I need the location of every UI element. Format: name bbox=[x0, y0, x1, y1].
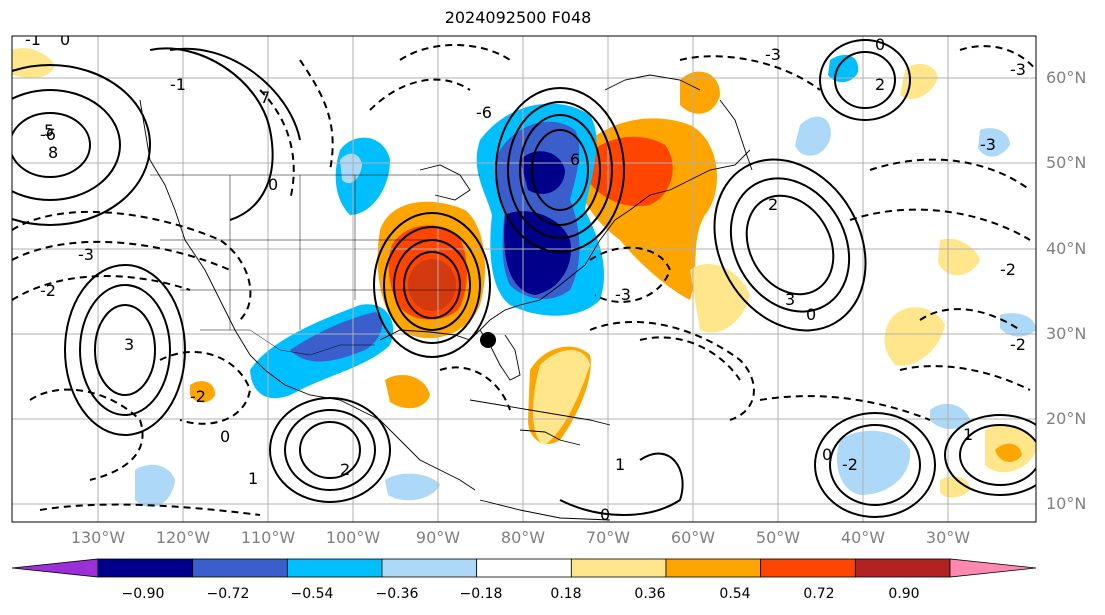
contour-label: 3 bbox=[124, 335, 134, 354]
contour-label: 6 bbox=[570, 150, 580, 169]
colorbar-tick-label: 0.36 bbox=[634, 586, 666, 602]
contour-label: -2 bbox=[40, 281, 56, 300]
colorbar-extend-max bbox=[949, 558, 1037, 578]
contour-label: 0 bbox=[60, 30, 70, 49]
negative-contours bbox=[12, 44, 1036, 516]
lon-label: 50°W bbox=[755, 528, 801, 547]
lat-label: 40°N bbox=[1046, 239, 1087, 258]
colorbar-tick-label: −0.90 bbox=[121, 586, 165, 602]
coastlines bbox=[139, 74, 753, 521]
colorbar-tick-label: 0.18 bbox=[550, 586, 582, 602]
colorbar-cell bbox=[192, 558, 288, 578]
contour-label: -3 bbox=[1010, 60, 1026, 79]
colorbar-tick-label: −0.54 bbox=[290, 586, 334, 602]
contour-label: 1 bbox=[963, 425, 973, 444]
colorbar-extend-min bbox=[11, 558, 99, 578]
contour-label: 0 bbox=[220, 427, 230, 446]
map-plot-area: 5 8 -6 -1 0 -1 7 0 -3 -2 3 -2 0 1 2 -6 6… bbox=[12, 30, 1036, 524]
lon-label: 30°W bbox=[925, 528, 971, 547]
lon-label: 110°W bbox=[240, 528, 296, 547]
lon-label: 90°W bbox=[415, 528, 461, 547]
contour-label: -3 bbox=[980, 135, 996, 154]
colorbar-tick-label: −0.72 bbox=[206, 586, 250, 602]
colorbar-tick-label: 0.54 bbox=[719, 586, 751, 602]
contour-label: 0 bbox=[875, 35, 885, 54]
lon-label: 80°W bbox=[500, 528, 546, 547]
lon-label: 130°W bbox=[70, 528, 126, 547]
graticule bbox=[12, 36, 1036, 522]
contour-label: 3 bbox=[785, 290, 795, 309]
contour-label: -2 bbox=[842, 455, 858, 474]
positive-contours bbox=[12, 39, 1036, 518]
contour-label: 1 bbox=[248, 469, 258, 488]
colorbar-cell bbox=[286, 558, 383, 578]
map-title: 2024092500 F048 bbox=[444, 8, 592, 27]
contour-label: 7 bbox=[260, 88, 270, 107]
contour-label: -1 bbox=[25, 30, 41, 49]
colorbar-cell bbox=[381, 558, 478, 578]
contour-label: -2 bbox=[1010, 335, 1026, 354]
colorbar-tick-label: −0.18 bbox=[459, 586, 503, 602]
contour-label: -2 bbox=[190, 387, 206, 406]
contour-label: 8 bbox=[48, 143, 58, 162]
lat-label: 20°N bbox=[1046, 409, 1087, 428]
borders bbox=[150, 174, 480, 356]
contour-label: -3 bbox=[78, 245, 94, 264]
colorbar-cell bbox=[760, 558, 856, 578]
lat-label: 50°N bbox=[1046, 153, 1087, 172]
colorbar-cells bbox=[97, 558, 951, 578]
colorbar-cell bbox=[854, 558, 951, 578]
contour-label: -2 bbox=[1000, 260, 1016, 279]
contour-labels: 5 8 -6 -1 0 -1 7 0 -3 -2 3 -2 0 1 2 -6 6… bbox=[25, 30, 1026, 524]
colorbar-cell bbox=[665, 558, 762, 578]
contour-label: 0 bbox=[268, 175, 278, 194]
lon-label: 70°W bbox=[585, 528, 631, 547]
lat-label: 10°N bbox=[1046, 494, 1087, 513]
contour-label: -3 bbox=[615, 285, 631, 304]
contour-label: 2 bbox=[875, 75, 885, 94]
colorbar-cell bbox=[476, 558, 572, 578]
contour-label: 0 bbox=[806, 305, 816, 324]
contour-label: 0 bbox=[822, 445, 832, 464]
contour-label: 5 bbox=[44, 121, 54, 140]
lon-label: 120°W bbox=[155, 528, 211, 547]
contour-label: 2 bbox=[768, 195, 778, 214]
contour-label: 2 bbox=[340, 460, 350, 479]
lon-label: 100°W bbox=[325, 528, 381, 547]
colorbar-tick-label: 0.72 bbox=[803, 586, 835, 602]
colorbar-tick-label: 0.90 bbox=[888, 586, 920, 602]
lat-label: 30°N bbox=[1046, 324, 1087, 343]
map-frame bbox=[11, 35, 1037, 523]
contour-label: 0 bbox=[600, 505, 610, 524]
contour-label: -6 bbox=[40, 125, 56, 144]
colorbar-tick-label: −0.36 bbox=[375, 586, 419, 602]
storm-center-marker bbox=[480, 332, 496, 348]
contour-label: 1 bbox=[615, 455, 625, 474]
contour-label: -3 bbox=[765, 45, 781, 64]
contour-label: -1 bbox=[170, 75, 186, 94]
colorbar-cell bbox=[97, 558, 194, 578]
lon-label: 60°W bbox=[670, 528, 716, 547]
colorbar-cell bbox=[570, 558, 667, 578]
contour-label: -6 bbox=[476, 103, 492, 122]
lat-label: 60°N bbox=[1046, 68, 1087, 87]
colorbar bbox=[11, 558, 1037, 578]
lon-label: 40°W bbox=[840, 528, 886, 547]
